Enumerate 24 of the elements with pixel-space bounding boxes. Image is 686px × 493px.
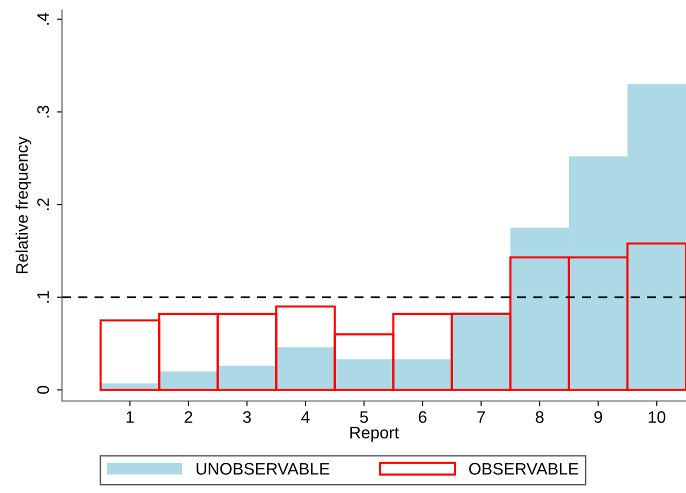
y-tick-label: 0 <box>37 386 49 394</box>
y-axis-title: Relative frequency <box>16 136 32 274</box>
x-tick-label: 3 <box>242 411 251 423</box>
x-tick-label: 4 <box>301 411 310 423</box>
bar <box>334 359 394 390</box>
x-tick-label: 8 <box>536 411 544 423</box>
x-tick-label: 5 <box>360 411 368 423</box>
x-tick-label: 6 <box>418 411 426 423</box>
legend-label: UNOBSERVABLE <box>196 462 330 475</box>
bar <box>218 366 276 390</box>
x-axis-title: Report <box>350 426 399 442</box>
bar <box>276 347 335 390</box>
y-tick-label: .1 <box>37 291 49 303</box>
x-tick-label: 9 <box>594 411 602 423</box>
x-tick-label: 7 <box>477 411 485 423</box>
bar <box>393 359 452 390</box>
x-tick-label: 2 <box>184 411 192 423</box>
bar <box>159 371 218 390</box>
x-tick-label: 1 <box>126 411 134 423</box>
legend-label: OBSERVABLE <box>469 462 578 475</box>
x-tick-label: 10 <box>648 411 666 423</box>
y-tick-label: .4 <box>37 12 49 25</box>
y-tick-label: .3 <box>37 106 49 118</box>
y-tick-label: .2 <box>37 198 49 210</box>
